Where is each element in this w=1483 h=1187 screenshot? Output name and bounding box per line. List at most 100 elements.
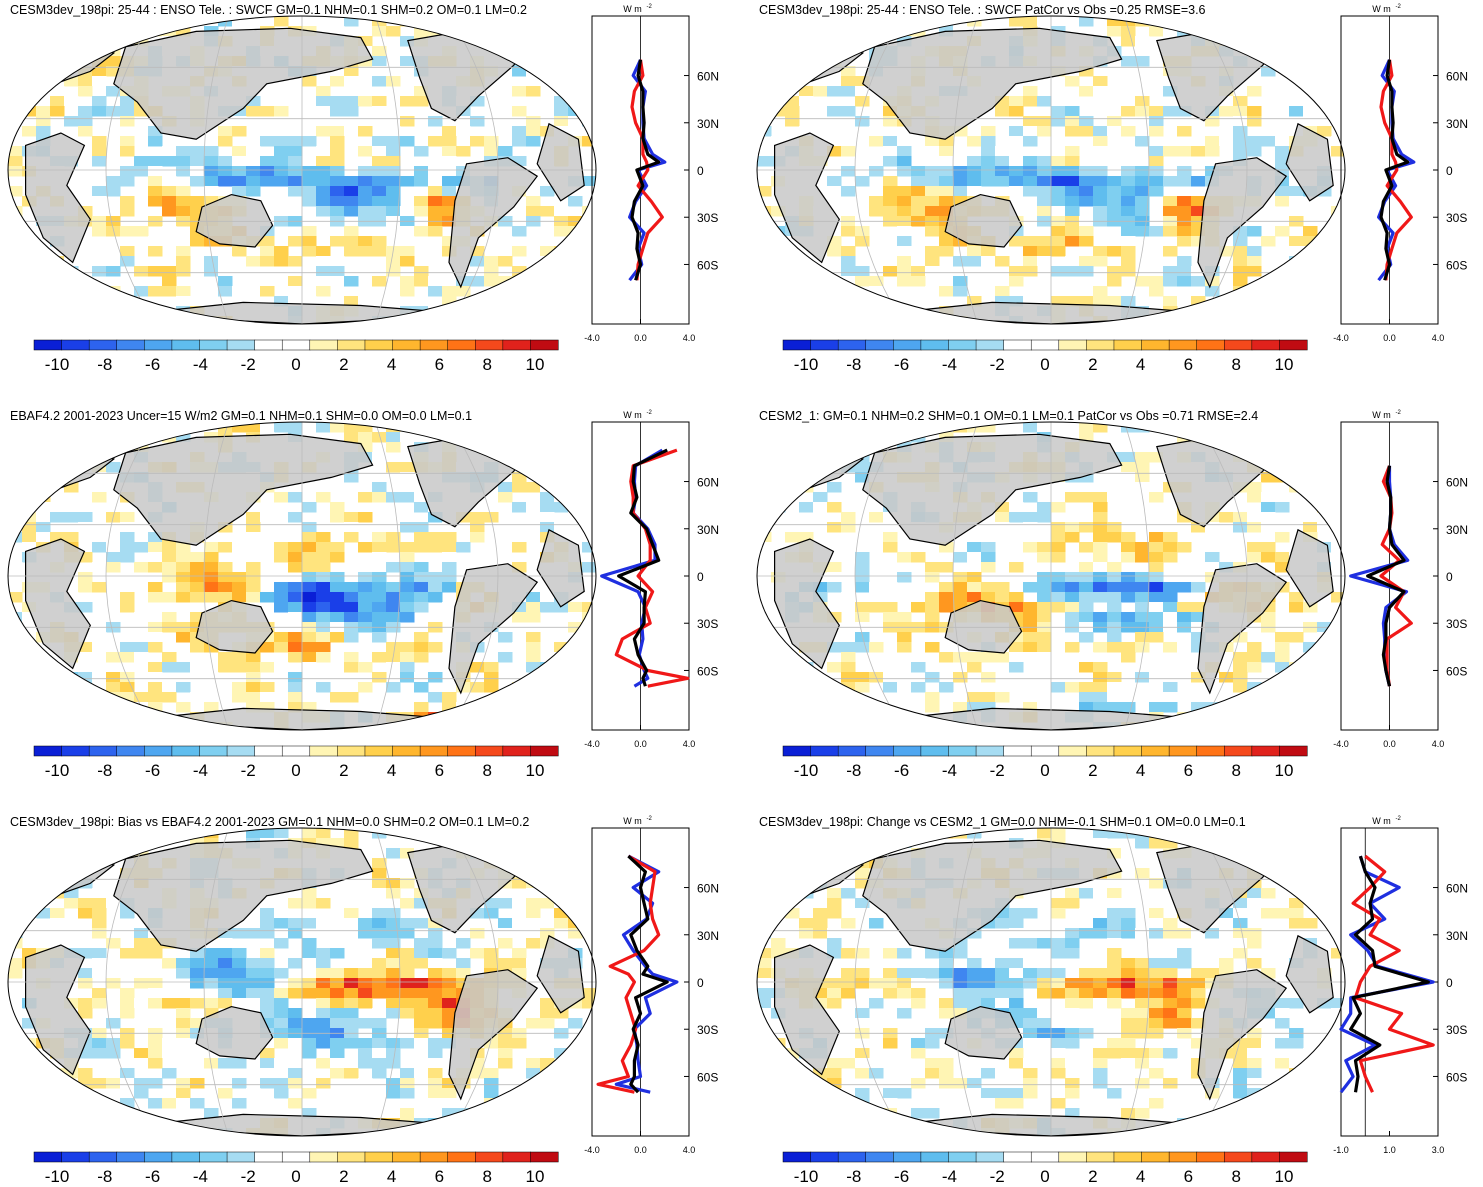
colorbar-label: 2 — [1088, 355, 1097, 374]
profile-xtick: 4.0 — [1432, 333, 1445, 343]
land — [773, 132, 840, 264]
colorbar-swatch — [782, 339, 812, 351]
lat-label: 60N — [697, 882, 719, 896]
panel-title: CESM2_1: GM=0.1 NHM=0.2 SHM=0.1 OM=0.1 L… — [759, 409, 1258, 423]
zonal-profile: W m -2 60N 30N 0 30S 60S -1.0 1.0 3.0 — [1333, 816, 1468, 1155]
panel-title: CESM3dev_198pi: Bias vs EBAF4.2 2001-202… — [10, 815, 529, 829]
map-outline — [7, 827, 597, 1137]
panel-title: CESM3dev_198pi: Change vs CESM2_1 GM=0.0… — [759, 815, 1246, 829]
colorbar-swatch — [975, 339, 1005, 351]
lat-label: 30N — [697, 523, 719, 537]
profile-unit-sup: -2 — [1396, 816, 1402, 822]
profile-line-red — [614, 448, 690, 688]
lat-label: 0 — [697, 164, 704, 178]
colorbar-swatch — [502, 745, 531, 757]
colorbar-label: 4 — [387, 355, 396, 374]
profile-xtick: 4.0 — [683, 333, 696, 343]
land — [944, 193, 1023, 248]
colorbar-swatch — [61, 1151, 90, 1163]
lat-label: 30S — [697, 211, 718, 225]
land — [862, 839, 1123, 952]
colorbar-swatch — [502, 1151, 531, 1163]
colorbar: -10 -8 -6 -4 -2 0 2 4 6 8 10 — [782, 339, 1308, 374]
lat-label: 60S — [1446, 1070, 1467, 1084]
land — [862, 433, 1123, 546]
colorbar-swatch — [530, 745, 559, 757]
colorbar-label: -8 — [97, 1167, 112, 1186]
colorbar-swatch — [199, 1151, 228, 1163]
colorbar-swatch — [226, 1151, 256, 1163]
profile-line-black — [1366, 465, 1406, 687]
colorbar-swatch — [475, 745, 504, 757]
colorbar-swatch — [1279, 1151, 1308, 1163]
colorbar-label: -6 — [894, 355, 909, 374]
colorbar-swatch — [837, 745, 867, 757]
colorbar-swatch — [116, 745, 145, 757]
profile-xtick: 1.0 — [1383, 1145, 1396, 1155]
colorbar-swatch — [1086, 339, 1115, 351]
colorbar-swatch — [1251, 1151, 1280, 1163]
colorbar-swatch — [116, 339, 145, 351]
colorbar-swatch — [419, 1151, 449, 1163]
colorbar-swatch — [144, 745, 173, 757]
colorbar-label: 8 — [482, 761, 491, 780]
lat-label: 30S — [1446, 1023, 1467, 1037]
colorbar-swatch — [1224, 339, 1253, 351]
colorbar-swatch — [1030, 1151, 1060, 1163]
colorbar-label: 8 — [1231, 1167, 1240, 1186]
colorbar: -10 -8 -6 -4 -2 0 2 4 6 8 10 — [33, 745, 559, 780]
colorbar-label: 6 — [1184, 1167, 1193, 1186]
colorbar-swatch — [1224, 1151, 1253, 1163]
colorbar-label: -4 — [193, 761, 208, 780]
land — [773, 538, 840, 670]
colorbar-label: -4 — [193, 355, 208, 374]
colorbar-swatch — [920, 339, 950, 351]
lat-label: 0 — [697, 976, 704, 990]
map-field — [8, 422, 596, 730]
profile-xtick: 3.0 — [1432, 1145, 1445, 1155]
lat-label: 60S — [1446, 258, 1467, 272]
lat-label: 60S — [1446, 664, 1467, 678]
lat-label: 30S — [1446, 211, 1467, 225]
colorbar-label: -10 — [794, 1167, 819, 1186]
colorbar-swatch — [1030, 339, 1060, 351]
colorbar-swatch — [337, 745, 366, 757]
colorbar-label: 8 — [1231, 761, 1240, 780]
colorbar-swatch — [865, 1151, 894, 1163]
colorbar-swatch — [447, 339, 476, 351]
panel-6: CESM3dev_198pi: Change vs CESM2_1 GM=0.0… — [756, 815, 1468, 1186]
colorbar-swatch — [392, 339, 421, 351]
profile-line-black — [630, 59, 661, 281]
lat-label: 0 — [697, 570, 704, 584]
colorbar-swatch — [1113, 1151, 1143, 1163]
colorbar-swatch — [837, 1151, 867, 1163]
land — [113, 433, 374, 546]
colorbar-swatch — [392, 745, 421, 757]
colorbar-swatch — [865, 339, 894, 351]
panel-title: EBAF4.2 2001-2023 Uncer=15 W/m2 GM=0.1 N… — [10, 409, 472, 423]
lat-label: 0 — [1446, 570, 1453, 584]
map-field — [8, 828, 596, 1136]
zonal-profile: W m -2 60N 30N 0 30S 60S -4.0 0.0 4.0 — [584, 4, 719, 343]
colorbar-label: 0 — [1040, 1167, 1049, 1186]
map-outline — [756, 827, 1346, 1137]
colorbar-label: 4 — [1136, 761, 1145, 780]
panel-title: CESM3dev_198pi: 25-44 : ENSO Tele. : SWC… — [759, 3, 1206, 17]
colorbar-label: -8 — [846, 761, 861, 780]
lat-label: 30S — [697, 1023, 718, 1037]
colorbar-label: -6 — [145, 355, 160, 374]
zonal-profile: W m -2 60N 30N 0 30S 60S -4.0 0.0 4.0 — [584, 410, 719, 749]
colorbar-swatch — [1113, 339, 1143, 351]
colorbar-label: 10 — [1275, 761, 1294, 780]
profile-xtick: -1.0 — [1333, 1145, 1349, 1155]
colorbar: -10 -8 -6 -4 -2 0 2 4 6 8 10 — [782, 745, 1308, 780]
colorbar: -10 -8 -6 -4 -2 0 2 4 6 8 10 — [33, 339, 559, 374]
profile-xtick: -4.0 — [584, 739, 600, 749]
colorbar-label: 10 — [526, 1167, 545, 1186]
colorbar-label: 2 — [339, 1167, 348, 1186]
profile-line-blue — [1339, 855, 1435, 1094]
lat-label: 30N — [1446, 523, 1468, 537]
colorbar-swatch — [309, 1151, 338, 1163]
colorbar-label: 8 — [482, 1167, 491, 1186]
colorbar-swatch — [254, 745, 283, 757]
